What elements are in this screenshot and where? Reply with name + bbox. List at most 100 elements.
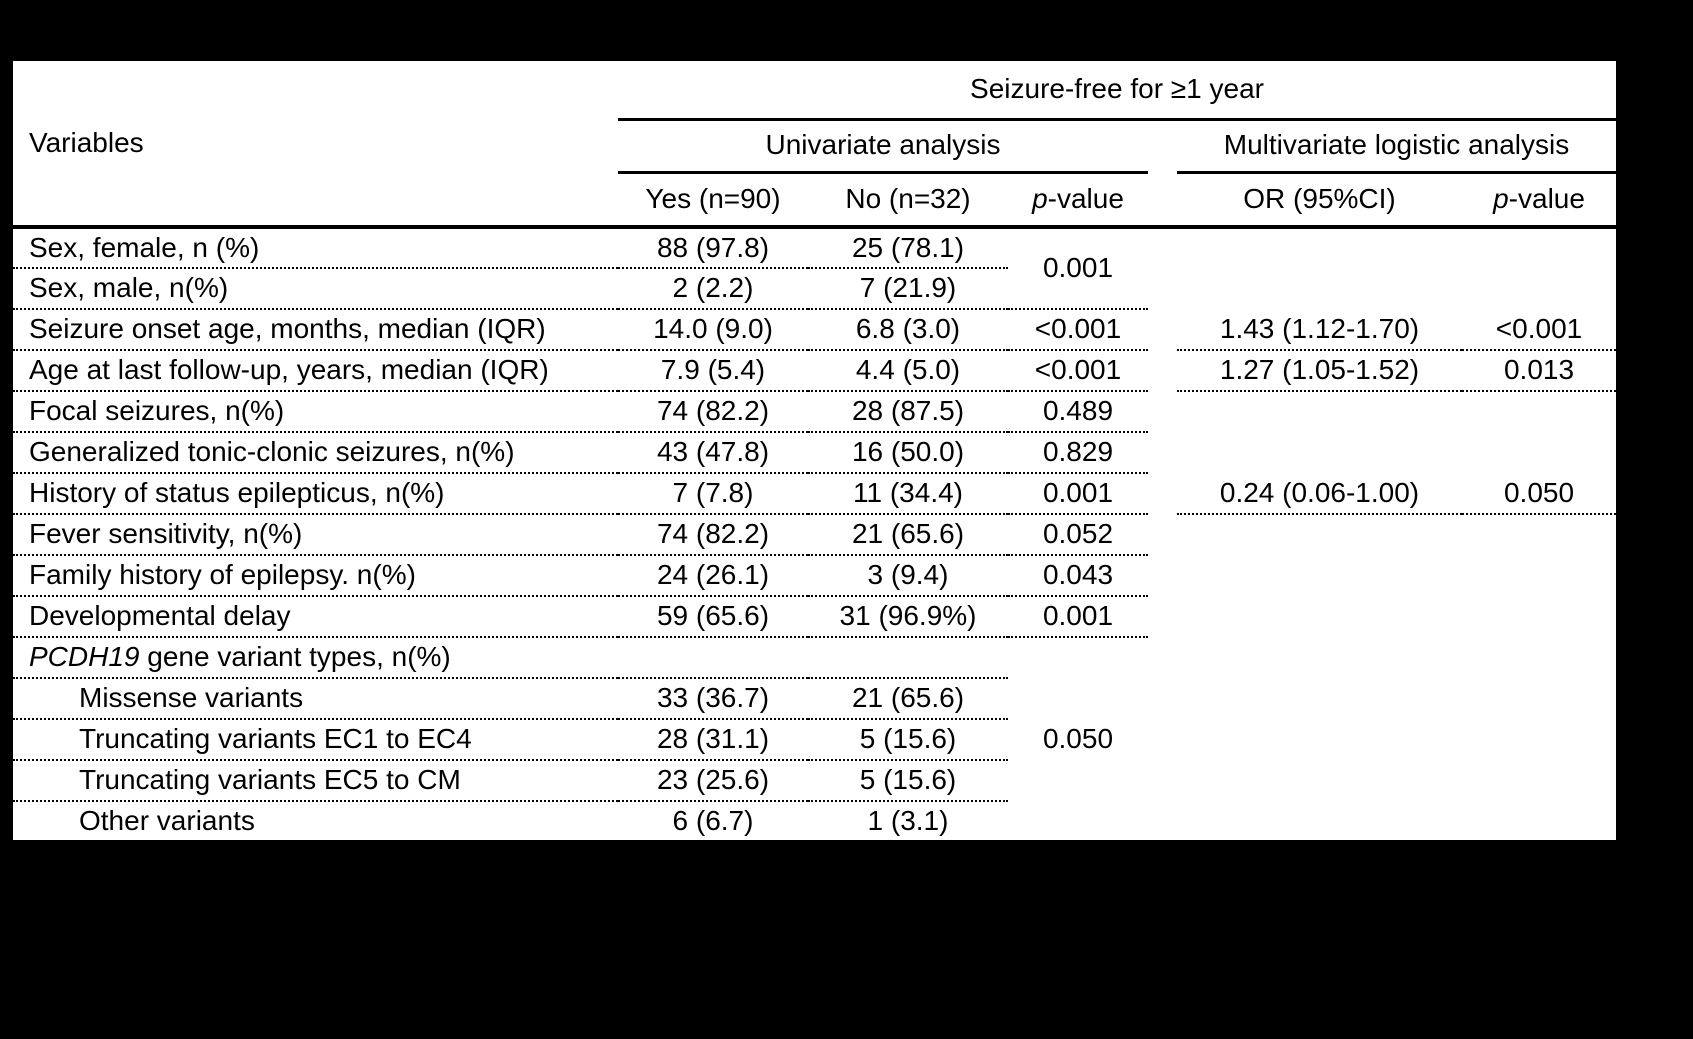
row-label: Truncating variants EC5 to CM [13, 760, 618, 802]
table-row-generalized-tonic-clonic: Generalized tonic-clonic seizures, n(%) … [13, 432, 1616, 474]
cell-yes: 14.0 (9.0) [618, 309, 808, 351]
cell-p-value-mult [1462, 432, 1616, 473]
cell-or: 1.43 (1.12-1.70) [1177, 309, 1462, 351]
column-gap [1148, 596, 1177, 637]
variables-header: Variables [13, 59, 618, 229]
cell-no: 4.4 (5.0) [808, 350, 1008, 392]
cell-or [1177, 227, 1462, 309]
cell-no: 5 (15.6) [808, 760, 1008, 802]
row-label: Focal seizures, n(%) [13, 391, 618, 433]
table-row-seizure-onset-age: Seizure onset age, months, median (IQR) … [13, 309, 1617, 351]
table-body: Sex, female, n (%) 88 (97.8) 25 (78.1) 0… [13, 227, 1617, 842]
cell-no: 11 (34.4) [808, 473, 1008, 515]
row-label: Sex, female, n (%) [13, 227, 618, 269]
outcome-table: Variables Seizure-free for ≥1 year Univa… [13, 57, 1617, 844]
cell-no: 31 (96.9%) [808, 596, 1008, 638]
table-row-family-history: Family history of epilepsy. n(%) 24 (26.… [13, 555, 1616, 597]
row-label: Fever sensitivity, n(%) [13, 514, 618, 556]
table-row-missense-variants: Missense variants 33 (36.7) 21 (65.6) [13, 678, 1616, 720]
row-label-rest: gene variant types, n(%) [139, 641, 451, 673]
cell-no: 21 (65.6) [808, 514, 1008, 556]
cell-p-value: 0.050 [1042, 722, 1114, 754]
table-row-sex-female: Sex, female, n (%) 88 (97.8) 25 (78.1) 0… [13, 227, 1616, 310]
cell-p-value-mult [1462, 514, 1616, 555]
cell-p-value: 0.489 [1008, 391, 1148, 433]
header-row-span: Variables Seizure-free for ≥1 year [13, 59, 1617, 229]
cell-yes: 33 (36.7) [618, 678, 808, 720]
cell-no: 5 (15.6) [808, 719, 1008, 761]
cell-no: 7 (21.9) [808, 268, 1008, 310]
cell-p-value: 0.001 [1008, 227, 1148, 310]
cell-no: 3 (9.4) [808, 555, 1008, 597]
cell-no: 16 (50.0) [808, 432, 1008, 474]
cell-p-value: 0.043 [1008, 555, 1148, 597]
gene-name-italic: PCDH19 [29, 641, 140, 673]
cell-yes: 74 (82.2) [618, 391, 808, 433]
cell-no: 6.8 (3.0) [808, 309, 1008, 351]
cell-no: 28 (87.5) [808, 391, 1008, 433]
cell-p-value: 0.829 [1008, 432, 1148, 474]
cell-yes: 88 (97.8) [618, 227, 808, 269]
cell-yes: 24 (26.1) [618, 555, 808, 597]
column-gap [1148, 514, 1177, 555]
cell-or: 0.24 (0.06-1.00) [1177, 473, 1462, 515]
cell-yes: 6 (6.7) [672, 804, 754, 836]
cell-p-value: 0.001 [1008, 473, 1148, 515]
row-label: Developmental delay [13, 596, 618, 638]
cell-no: 25 (78.1) [808, 227, 1008, 269]
cell-p-value-mult: 0.013 [1462, 350, 1617, 392]
table-row-sex-male: Sex, male, n(%) 2 (2.2) 7 (21.9) [13, 268, 1616, 310]
row-label: Family history of epilepsy. n(%) [13, 555, 618, 597]
col-header-p-value-mult: p-value [1462, 172, 1617, 229]
cell-p-value-mult [1462, 391, 1616, 432]
cell-p-value-mult [1462, 555, 1616, 596]
cell-yes [618, 637, 808, 679]
cell-p-value: 0.001 [1008, 596, 1148, 638]
column-gap [1148, 637, 1177, 842]
row-label: Missense variants [13, 678, 618, 720]
cell-no: 1 (3.1) [867, 804, 949, 836]
cell-yes: 7 (7.8) [618, 473, 808, 515]
row-label: History of status epilepticus, n(%) [13, 473, 618, 515]
univariate-group-header: Univariate analysis [618, 119, 1148, 174]
cell-p-value-mult [1462, 596, 1616, 637]
column-gap [1148, 227, 1177, 309]
cell-p-value-mult [1462, 227, 1616, 309]
cell-or [1177, 391, 1462, 432]
cell-or [1177, 596, 1462, 637]
column-gap [1148, 119, 1177, 172]
seizure-free-span-header: Seizure-free for ≥1 year [618, 59, 1617, 121]
table-row-focal-seizures: Focal seizures, n(%) 74 (82.2) 28 (87.5)… [13, 391, 1616, 433]
column-gap [1148, 350, 1177, 391]
cell-or [1177, 432, 1462, 473]
cell-yes: 59 (65.6) [618, 596, 808, 638]
cell-no [808, 637, 1008, 679]
cell-p-value-mult: 0.050 [1462, 473, 1617, 515]
column-gap [1148, 473, 1177, 514]
table-row-status-epilepticus: History of status epilepticus, n(%) 7 (7… [13, 473, 1617, 515]
cell-p-value-mult [1462, 637, 1616, 842]
row-label: Sex, male, n(%) [13, 268, 618, 310]
table-row-fever-sensitivity: Fever sensitivity, n(%) 74 (82.2) 21 (65… [13, 514, 1616, 556]
header-row-columns: Yes (n=90) No (n=32) p-value OR (95%CI) … [13, 172, 1617, 229]
row-label: Generalized tonic-clonic seizures, n(%) [13, 432, 618, 474]
cell-yes: 28 (31.1) [618, 719, 808, 761]
col-header-no: No (n=32) [808, 172, 1008, 229]
cell-no: 21 (65.6) [808, 678, 1008, 720]
p-label-italic: p [1032, 182, 1048, 214]
p-label-italic: p [1493, 182, 1509, 214]
cell-p-value: <0.001 [1008, 350, 1148, 392]
cell-p-value: 0.052 [1008, 514, 1148, 556]
col-header-or: OR (95%CI) [1177, 172, 1462, 229]
cell-p-value-mult: <0.001 [1462, 309, 1617, 351]
table-header: Variables Seizure-free for ≥1 year Univa… [13, 59, 1617, 229]
table-row-developmental-delay: Developmental delay 59 (65.6) 31 (96.9%)… [13, 596, 1616, 638]
cell-p-value: <0.001 [1008, 309, 1148, 351]
cell-or [1177, 555, 1462, 596]
column-gap [1148, 555, 1177, 596]
table-row-truncating-ec1-ec4: Truncating variants EC1 to EC4 28 (31.1)… [13, 719, 1616, 761]
cell-or: 1.27 (1.05-1.52) [1177, 350, 1462, 392]
cell-or [1177, 637, 1462, 842]
cell-yes: 74 (82.2) [618, 514, 808, 556]
